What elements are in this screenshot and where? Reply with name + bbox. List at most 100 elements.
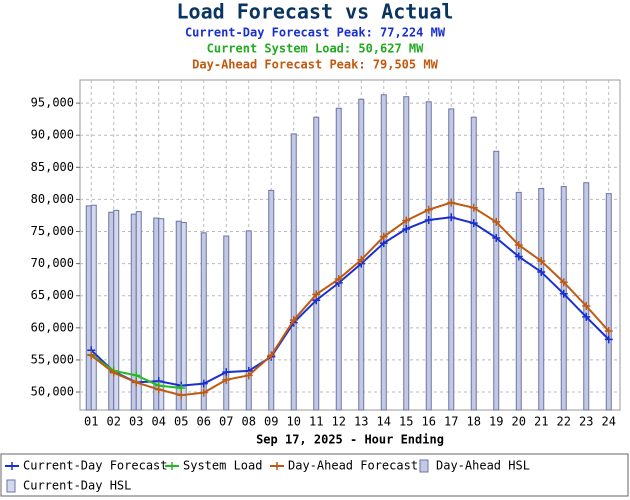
- x-axis-label: Sep 17, 2025 - Hour Ending: [256, 433, 444, 447]
- marker: [582, 312, 591, 321]
- bar: [85, 205, 92, 411]
- bar: [515, 191, 522, 411]
- subtitle: Current-Day Forecast Peak: 77,224 MW: [185, 26, 446, 40]
- legend-swatch: [419, 459, 429, 473]
- x-tick-label: 02: [107, 415, 121, 429]
- bar: [583, 182, 590, 411]
- legend-swatch: [168, 462, 176, 470]
- legend-label: System Load: [183, 459, 262, 473]
- marker: [559, 289, 568, 298]
- marker: [447, 213, 456, 222]
- marker: [109, 368, 118, 377]
- marker: [469, 219, 478, 228]
- marker: [289, 316, 298, 325]
- marker: [154, 385, 163, 394]
- x-tick-label: 22: [557, 415, 571, 429]
- x-tick-label: 19: [489, 415, 503, 429]
- bar: [290, 133, 297, 411]
- marker: [514, 252, 523, 261]
- x-tick-label: 23: [579, 415, 593, 429]
- marker: [357, 255, 366, 264]
- marker: [492, 217, 501, 226]
- bar: [180, 222, 187, 411]
- y-tick-label: 75,000: [31, 224, 74, 238]
- x-tick-label: 07: [219, 415, 233, 429]
- marker: [447, 198, 456, 207]
- x-tick-label: 21: [534, 415, 548, 429]
- x-tick-label: 14: [377, 415, 391, 429]
- subtitle: Current System Load: 50,627 MW: [207, 42, 425, 56]
- bar: [425, 101, 432, 411]
- bar: [158, 218, 165, 411]
- bar: [448, 108, 455, 411]
- y-tick-label: 55,000: [31, 352, 74, 366]
- bar: [90, 204, 97, 411]
- y-tick-label: 65,000: [31, 288, 74, 302]
- marker: [379, 232, 388, 241]
- bar: [108, 211, 115, 411]
- x-tick-label: 12: [332, 415, 346, 429]
- marker: [604, 335, 613, 344]
- marker: [177, 391, 186, 400]
- legend-label: Day-Ahead Forecast: [288, 459, 418, 473]
- bar: [313, 116, 320, 411]
- marker: [469, 203, 478, 212]
- bar: [335, 107, 342, 411]
- x-tick-label: 05: [174, 415, 188, 429]
- marker: [537, 257, 546, 266]
- x-tick-label: 09: [264, 415, 278, 429]
- y-tick-label: 95,000: [31, 96, 74, 110]
- marker: [267, 351, 276, 360]
- legend-label: Current-Day Forecast: [23, 459, 168, 473]
- legend-swatch: [6, 479, 16, 493]
- marker: [312, 290, 321, 299]
- x-tick-label: 04: [152, 415, 166, 429]
- marker: [132, 378, 141, 387]
- bar: [403, 96, 410, 411]
- y-tick-label: 50,000: [31, 385, 74, 399]
- y-tick-label: 90,000: [31, 128, 74, 142]
- line: [90, 201, 610, 397]
- legend-swatch: [8, 462, 16, 470]
- legend-swatch: [273, 462, 281, 470]
- bar: [560, 186, 567, 411]
- bar: [538, 188, 545, 411]
- x-tick-label: 18: [467, 415, 481, 429]
- x-tick-label: 15: [399, 415, 413, 429]
- marker: [514, 241, 523, 249]
- x-tick-label: 20: [512, 415, 526, 429]
- y-tick-label: 60,000: [31, 320, 74, 334]
- x-tick-label: 06: [197, 415, 211, 429]
- x-tick-label: 17: [444, 415, 458, 429]
- x-tick-label: 16: [422, 415, 436, 429]
- legend-box: [0, 453, 629, 497]
- bar: [113, 209, 120, 411]
- marker: [604, 327, 613, 336]
- marker: [582, 301, 591, 310]
- marker: [424, 205, 433, 214]
- x-tick-label: 08: [242, 415, 256, 429]
- bar: [605, 193, 612, 411]
- marker: [402, 224, 411, 233]
- x-tick-label: 24: [602, 415, 616, 429]
- chart-title: Load Forecast vs Actual: [177, 0, 454, 24]
- bar: [268, 189, 275, 411]
- marker: [334, 275, 343, 284]
- marker: [402, 216, 411, 225]
- x-tick-label: 10: [287, 415, 301, 429]
- marker: [199, 379, 208, 388]
- marker: [244, 371, 253, 380]
- legend-label: Day-Ahead HSL: [436, 459, 530, 473]
- y-tick-label: 80,000: [31, 192, 74, 206]
- bar: [200, 232, 207, 411]
- marker: [132, 371, 141, 380]
- marker: [424, 215, 433, 224]
- bar: [380, 94, 387, 411]
- y-tick-label: 85,000: [31, 160, 74, 174]
- y-tick-label: 70,000: [31, 256, 74, 270]
- marker: [87, 351, 96, 360]
- marker: [559, 278, 568, 287]
- legend-label: Current-Day HSL: [23, 479, 131, 493]
- bar: [135, 211, 142, 411]
